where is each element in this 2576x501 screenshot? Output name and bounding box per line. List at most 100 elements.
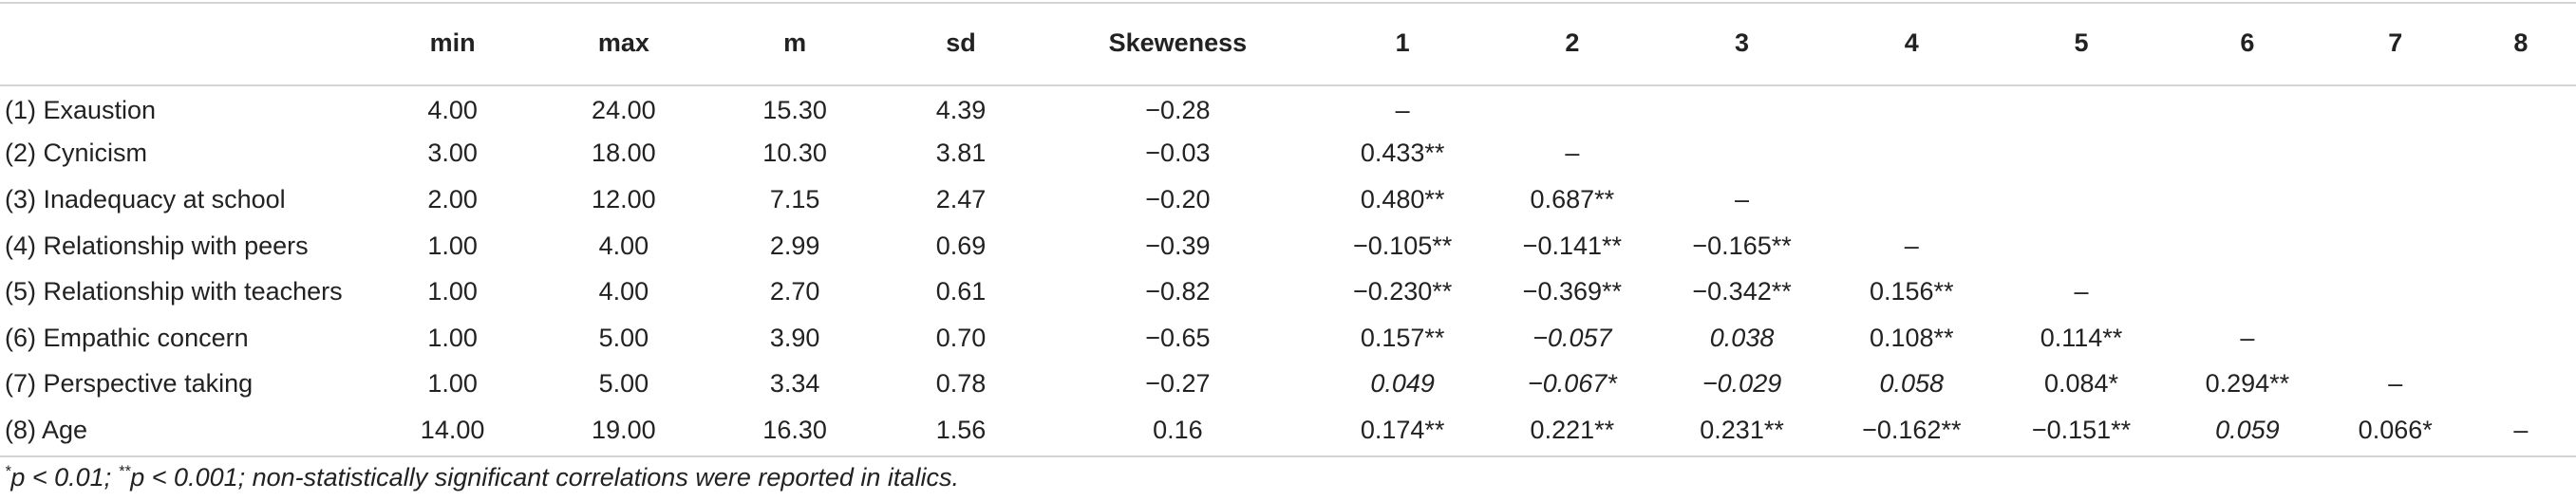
table-cell: 0.16 (1153, 415, 1203, 444)
top-rule (0, 2, 2576, 4)
table-cell: 0.294** (2205, 369, 2290, 399)
header-cell-3: 3 (1735, 28, 1750, 57)
table-cell: 2.47 (935, 184, 987, 213)
header-cell-max: max (597, 28, 649, 57)
row-label: (1) Exaustion (5, 95, 157, 124)
table-cell (2325, 315, 2466, 362)
table-cell: 3.34 (769, 369, 820, 399)
table-cell (1491, 84, 1653, 131)
table-cell: 0.049 (1370, 369, 1435, 399)
table-cell: – (2240, 323, 2255, 352)
table-cell (2466, 315, 2576, 362)
table-cell (2466, 84, 2576, 131)
table-cell: −0.165** (1692, 231, 1792, 260)
table-cell (2170, 176, 2324, 223)
header-cell-5: 5 (2074, 28, 2089, 57)
table-cell: 0.433** (1360, 139, 1445, 168)
table-cell (1993, 176, 2170, 223)
table-cell: 0.066* (2358, 415, 2433, 444)
table-cell: −0.28 (1145, 95, 1211, 124)
row-label: (8) Age (5, 415, 88, 444)
table-cell: 16.30 (762, 415, 827, 444)
table-cell: 0.70 (935, 323, 987, 352)
header-rule (0, 84, 2576, 86)
table-row: (2) Cynicism 3.00 18.00 10.30 3.81 −0.03… (0, 131, 2576, 177)
header-cell-skeweness: Skeweness (1108, 28, 1248, 57)
table-cell: – (1565, 139, 1580, 168)
table-cell (2170, 269, 2324, 315)
header-cell-6: 6 (2240, 28, 2255, 57)
table-cell: −0.141** (1522, 231, 1623, 260)
table-cell: 15.30 (762, 95, 827, 124)
table-cell: 3.81 (935, 139, 987, 168)
table-cell: 0.059 (2215, 415, 2280, 444)
header-row: min max m sd Skeweness 1 2 3 4 5 6 7 8 (0, 2, 2576, 84)
table-cell: 4.00 (427, 95, 478, 124)
table-cell: 7.15 (769, 184, 820, 213)
table-row: (3) Inadequacy at school 2.00 12.00 7.15… (0, 176, 2576, 223)
table-cell: 10.30 (762, 139, 827, 168)
table-cell: −0.39 (1145, 231, 1211, 260)
table-cell: −0.65 (1145, 323, 1211, 352)
header-cell-label (0, 2, 367, 84)
header-cell-min: min (429, 28, 476, 57)
table-cell (2466, 223, 2576, 269)
table-cell: 18.00 (592, 139, 656, 168)
table-cell: 5.00 (598, 369, 649, 399)
table-cell: 0.174** (1360, 415, 1445, 444)
table-row: (1) Exaustion 4.00 24.00 15.30 4.39 −0.2… (0, 84, 2576, 131)
table-cell (1993, 223, 2170, 269)
header-cell-1: 1 (1395, 28, 1410, 57)
table-cell: – (1395, 95, 1410, 124)
table-cell: 0.69 (935, 231, 987, 260)
table-cell: 1.00 (427, 231, 478, 260)
header-cell-7: 7 (2388, 28, 2403, 57)
table-cell: 0.221** (1530, 415, 1615, 444)
table-cell: 1.00 (427, 369, 478, 399)
table-cell: 0.157** (1360, 323, 1445, 352)
table-cell (2170, 131, 2324, 177)
table-cell: −0.162** (1862, 415, 1962, 444)
footnote-marker-single: * (5, 463, 11, 480)
table-row: (4) Relationship with peers 1.00 4.00 2.… (0, 223, 2576, 269)
footnote-text-2: p < 0.001; non-statistically significant… (130, 463, 959, 492)
bottom-rule (0, 455, 2576, 457)
table-cell: 19.00 (592, 415, 656, 444)
table-cell: 0.687** (1530, 184, 1615, 213)
table-cell: 0.108** (1869, 323, 1954, 352)
table-cell: 5.00 (598, 323, 649, 352)
table-cell: 0.038 (1709, 323, 1775, 352)
table-body: (1) Exaustion 4.00 24.00 15.30 4.39 −0.2… (0, 84, 2576, 454)
header-cell-m: m (783, 28, 807, 57)
table-cell: −0.369** (1522, 277, 1623, 306)
table-footnote: *p < 0.01; **p < 0.001; non-statisticall… (5, 463, 959, 492)
table-cell: – (2074, 277, 2089, 306)
table-cell (2325, 223, 2466, 269)
table-cell: −0.03 (1145, 139, 1211, 168)
row-label: (7) Perspective taking (5, 369, 254, 399)
table-cell: – (1735, 184, 1750, 213)
footnote-text-1: p < 0.01; (10, 463, 119, 492)
table-cell: 3.90 (769, 323, 820, 352)
table-cell: 14.00 (420, 415, 485, 444)
table-cell (1993, 131, 2170, 177)
table-cell: 2.00 (427, 184, 478, 213)
table-cell: 4.00 (598, 277, 649, 306)
table-cell: −0.230** (1352, 277, 1453, 306)
table-cell: −0.029 (1702, 369, 1782, 399)
table-cell: 0.78 (935, 369, 987, 399)
table-header: min max m sd Skeweness 1 2 3 4 5 6 7 8 (0, 2, 2576, 84)
table-cell (1993, 84, 2170, 131)
table-cell (1653, 131, 1830, 177)
table-cell (2466, 362, 2576, 408)
table-cell: 0.156** (1869, 277, 1954, 306)
table-cell (2325, 176, 2466, 223)
row-label: (4) Relationship with peers (5, 231, 309, 260)
table-cell (2325, 269, 2466, 315)
table-cell (2466, 269, 2576, 315)
table-cell: – (1904, 231, 1919, 260)
correlation-table: min max m sd Skeweness 1 2 3 4 5 6 7 8 (… (0, 2, 2576, 454)
table-cell: −0.067* (1527, 369, 1617, 399)
table-cell (2466, 176, 2576, 223)
table-cell: 24.00 (592, 95, 656, 124)
